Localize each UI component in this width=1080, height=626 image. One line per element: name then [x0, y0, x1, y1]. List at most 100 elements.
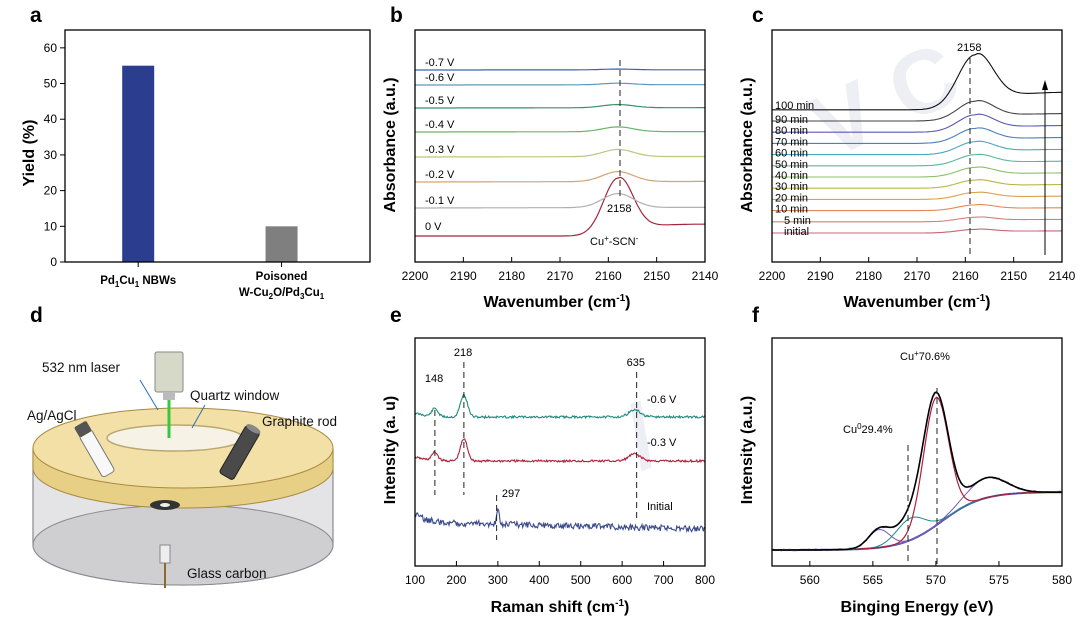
x-tick-label: 2170 — [547, 269, 574, 283]
panel-f-y-axis-label: Intensity (a.u.) — [739, 396, 756, 504]
panel-f-envelope — [772, 391, 1062, 551]
x-tick-label: 580 — [1052, 573, 1072, 587]
laser-nozzle — [163, 392, 175, 400]
panel-f: f Cu+70.6% Cu029.4% 560 565 570 575 580 Bing… — [739, 304, 1072, 616]
panel-b-series-label: -0.5 V — [425, 95, 455, 107]
panel-c-x-ticks: 2200 2190 2180 2170 2160 2150 2140 — [759, 257, 1076, 283]
panel-b-x-axis-label: Wavenumber (cm-1) — [483, 293, 630, 311]
panel-b-curves: 0 V -0.1 V -0.2 V -0.3 V -0.4 V -0.5 V -0.6 V -… — [415, 57, 706, 237]
panel-c-series-label: 70 min — [775, 136, 808, 148]
glass-carbon-stem — [159, 544, 171, 564]
panel-c-series-label: 100 min — [775, 100, 814, 112]
panel-b-series-line — [415, 126, 705, 133]
panel-b-series-line — [415, 170, 705, 183]
panel-b-series-label: -0.1 V — [425, 195, 455, 207]
panel-c-series-line — [772, 179, 1062, 189]
panel-c-series-label: initial — [784, 226, 809, 238]
quartz-window — [106, 424, 244, 452]
panel-e-series-line — [414, 438, 706, 464]
panel-a-y-ticks: 0 10 20 30 40 50 60 — [44, 41, 65, 269]
x-tick-label: 2140 — [692, 269, 719, 283]
x-tick-label: 2170 — [904, 269, 931, 283]
panel-f-frame — [771, 337, 1063, 567]
panel-e-peak-markers — [434, 362, 638, 540]
x-tick-label: 100 — [405, 573, 425, 587]
panel-c-series-label: 50 min — [775, 159, 808, 171]
panel-a-y-tick-label: 50 — [44, 77, 58, 91]
watermark: V C / — [613, 24, 975, 489]
panel-a-y-tick-label: 10 — [44, 219, 58, 233]
panel-a-y-tick-label: 40 — [44, 112, 58, 126]
panel-c-series-line — [772, 113, 1062, 133]
panel-e-annotations: 148 218 635 297 — [425, 347, 645, 500]
panel-e-peak-label: 635 — [627, 357, 645, 369]
panel-f-x-axis-label: Binging Energy (eV) — [841, 599, 994, 616]
panel-c-series-label: 60 min — [775, 148, 808, 160]
window-pointer — [191, 404, 206, 429]
x-tick-label: 2200 — [402, 269, 429, 283]
x-tick-label: 800 — [695, 573, 715, 587]
panel-f-label: f — [752, 304, 760, 327]
panel-c-y-axis-label: Absorbance (a.u.) — [739, 77, 756, 212]
panel-f-curves — [771, 391, 1062, 552]
panel-b-series-line — [415, 176, 706, 237]
panel-a-y-tick-label: 20 — [44, 184, 58, 198]
x-tick-label: 2150 — [643, 269, 670, 283]
panel-b-series-line — [415, 68, 705, 71]
laser-pointer — [139, 379, 159, 411]
x-tick-label: 570 — [926, 573, 946, 587]
x-tick-label: 600 — [612, 573, 632, 587]
panel-b-x-ticks: 2200 2190 2180 2170 2160 2150 2140 — [402, 257, 719, 283]
graphite-rod — [219, 424, 261, 480]
panel-c-series-line — [772, 216, 1062, 223]
panel-d-label: d — [30, 304, 43, 327]
quartz-window-label: Quartz window — [190, 388, 280, 403]
x-tick-label: 565 — [863, 573, 883, 587]
panel-e-peak-label: 148 — [425, 373, 443, 385]
panel-e-series-label: -0.6 V — [647, 394, 677, 406]
panel-b: b 0 V -0.1 V -0.2 V -0.3 V -0.4 V -0.5 V -0.6 … — [382, 4, 719, 311]
x-tick-label: 200 — [446, 573, 466, 587]
x-tick-label: 2140 — [1049, 269, 1076, 283]
panel-e-series-line — [414, 393, 706, 420]
panel-c-series-label: 10 min — [775, 204, 808, 216]
x-tick-label: 2160 — [952, 269, 979, 283]
panel-c-series-label: 30 min — [775, 181, 808, 193]
panel-a-y-tick-label: 30 — [44, 148, 58, 162]
panel-c-series-label: 80 min — [775, 125, 808, 137]
panel-c-time-arrowhead — [1042, 80, 1048, 90]
panel-b-series-line — [415, 103, 705, 109]
panel-c-label: c — [752, 4, 764, 27]
graphite-rod-label: Graphite rod — [262, 414, 337, 429]
x-tick-label: 400 — [529, 573, 549, 587]
panel-b-peak-value: 2158 — [607, 203, 631, 215]
panel-b-series-label: -0.6 V — [425, 72, 455, 84]
x-tick-label: 2180 — [855, 269, 882, 283]
x-tick-label: 560 — [800, 573, 820, 587]
panel-b-series-label: -0.2 V — [425, 169, 455, 181]
laser-source — [154, 351, 184, 393]
panel-a-categories: Pd1Cu1 NBWs Poisoned W-Cu2O/Pd3Cu1 — [100, 271, 325, 301]
panel-f-raw-data — [771, 391, 1062, 552]
laser-label: 532 nm laser — [42, 360, 121, 375]
panel-a-category-label: W-Cu2O/Pd3Cu1 — [239, 287, 325, 301]
panel-c-series-line — [772, 100, 1062, 122]
glass-carbon-label: Glass carbon — [187, 566, 267, 581]
panel-e-curves: -0.6 V -0.3 V Initial — [414, 393, 706, 534]
panel-e-series-label: Initial — [647, 501, 673, 513]
panel-e-frame — [414, 337, 706, 567]
panel-c-x-axis-label: Wavenumber (cm-1) — [843, 293, 990, 311]
panel-b-y-axis-label: Absorbance (a.u.) — [382, 77, 399, 212]
panel-f-cu-plus-label: Cu+70.6% — [900, 349, 950, 363]
panel-c-series-line — [772, 191, 1062, 200]
ag-agcl-label: Ag/AgCl — [27, 408, 77, 423]
panel-b-frame — [414, 29, 706, 263]
x-tick-label: 2150 — [1000, 269, 1027, 283]
panel-f-x-ticks: 560 565 570 575 580 — [800, 561, 1072, 587]
panel-b-series-label: -0.4 V — [425, 119, 455, 131]
panel-b-series-label: -0.7 V — [425, 57, 455, 69]
panel-c-series-line — [772, 127, 1062, 144]
